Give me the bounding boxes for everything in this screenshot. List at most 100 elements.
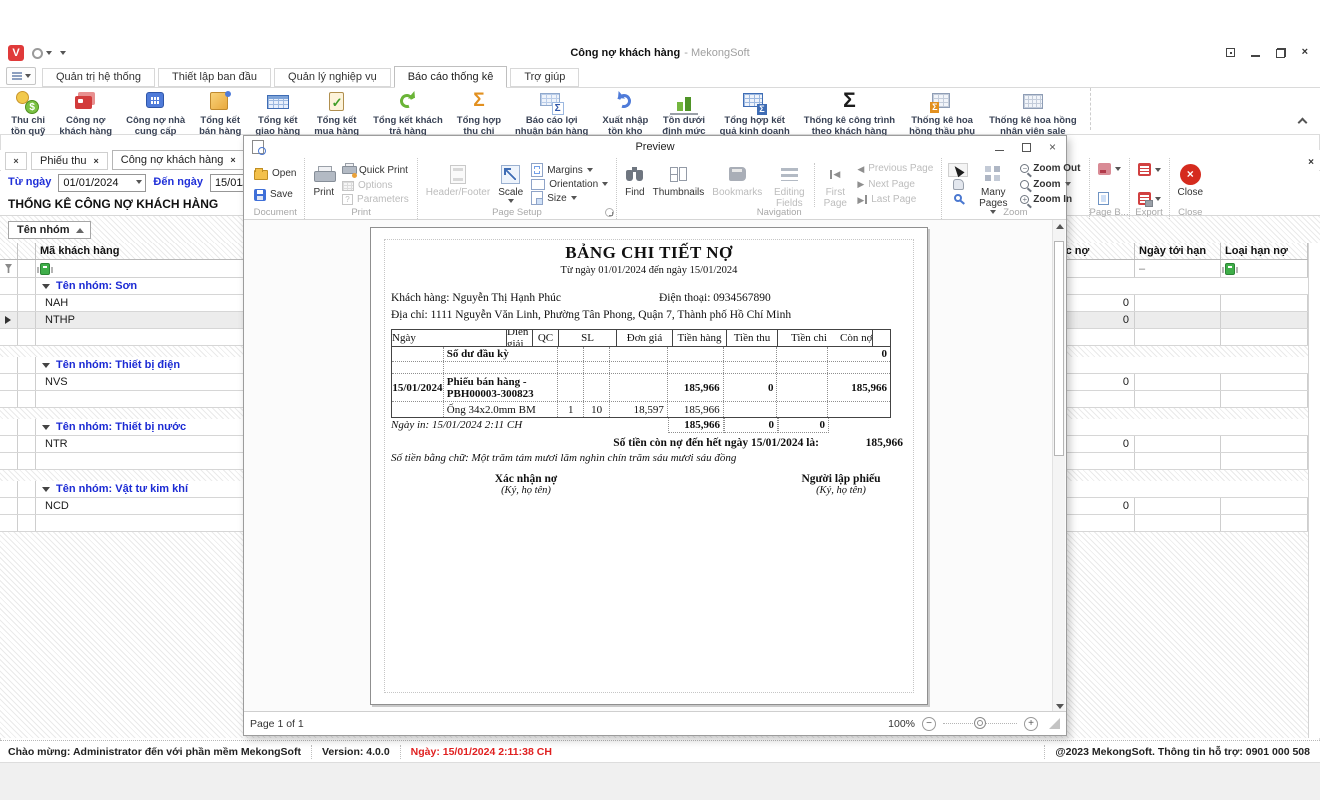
scrollbar-thumb[interactable] bbox=[1054, 241, 1064, 456]
quick-access-dropdown-icon[interactable] bbox=[60, 51, 66, 55]
customer-code-cell[interactable]: NAH bbox=[45, 297, 69, 309]
minimize-icon[interactable] bbox=[1250, 54, 1260, 57]
ribbon-tab[interactable]: Thiết lập ban đầu bbox=[158, 68, 272, 87]
close-icon[interactable]: × bbox=[1048, 140, 1056, 154]
expand-cell[interactable] bbox=[18, 481, 36, 497]
quick-access-button[interactable] bbox=[32, 47, 52, 59]
pointer-tool-button[interactable] bbox=[948, 163, 969, 177]
expand-cell[interactable] bbox=[18, 408, 36, 419]
expand-cell[interactable] bbox=[18, 391, 36, 407]
due-date-cell[interactable] bbox=[1135, 278, 1221, 294]
scroll-up-icon[interactable] bbox=[1056, 224, 1064, 229]
close-tab-icon[interactable]: × bbox=[230, 155, 236, 165]
preview-titlebar[interactable]: Preview × bbox=[244, 136, 1066, 158]
debt-type-cell[interactable] bbox=[1221, 329, 1308, 345]
credit-limit-cell[interactable]: 0 bbox=[1020, 295, 1135, 311]
debt-type-cell[interactable] bbox=[1221, 436, 1308, 452]
grid-row-right[interactable] bbox=[1020, 453, 1308, 470]
restore-icon[interactable] bbox=[1275, 47, 1286, 58]
close-tab-right-icon[interactable]: × bbox=[1308, 157, 1314, 168]
due-date-cell[interactable] bbox=[1135, 312, 1221, 328]
send-document-button[interactable] bbox=[1136, 192, 1163, 207]
fit-window-icon[interactable] bbox=[1225, 48, 1235, 57]
expand-cell[interactable] bbox=[18, 374, 36, 390]
debt-type-cell[interactable] bbox=[1221, 346, 1308, 357]
customer-code-cell[interactable]: NTHP bbox=[45, 314, 75, 326]
scale-button[interactable]: Scale bbox=[494, 161, 527, 204]
group-by-chip[interactable]: Tên nhóm bbox=[8, 221, 91, 239]
open-button[interactable]: Open bbox=[252, 167, 298, 180]
grid-row-right[interactable]: 0 bbox=[1020, 498, 1308, 515]
grid-row-right[interactable] bbox=[1020, 419, 1308, 436]
ribbon-tab[interactable]: Quản trị hệ thống bbox=[42, 68, 156, 87]
ribbon-tab[interactable]: Trợ giúp bbox=[510, 68, 580, 87]
scroll-down-icon[interactable] bbox=[1056, 704, 1064, 709]
zoom-out-button[interactable]: − Zoom Out bbox=[1018, 163, 1082, 174]
magnifier-tool-button[interactable] bbox=[948, 191, 968, 205]
close-icon[interactable]: × bbox=[1301, 46, 1308, 58]
close-tab-icon[interactable]: × bbox=[93, 156, 99, 166]
ribbon-tool-button[interactable]: Tổng kết giao hàng bbox=[248, 88, 307, 137]
editing-fields-button[interactable]: Editing Fields bbox=[766, 161, 812, 210]
ribbon-tab[interactable]: Báo cáo thống kê bbox=[393, 66, 508, 88]
from-date-input[interactable] bbox=[58, 173, 147, 192]
debt-type-cell[interactable] bbox=[1221, 374, 1308, 390]
document-tab[interactable]: Phiếu thu × bbox=[31, 152, 108, 170]
debt-type-cell[interactable] bbox=[1221, 453, 1308, 469]
ribbon-view-button[interactable] bbox=[6, 67, 36, 85]
due-date-cell[interactable] bbox=[1135, 408, 1221, 419]
preview-scrollbar[interactable] bbox=[1052, 220, 1065, 713]
many-pages-button[interactable]: Many Pages bbox=[970, 161, 1016, 215]
parameters-button[interactable]: ? Parameters bbox=[340, 194, 411, 205]
expand-cell[interactable] bbox=[18, 470, 36, 481]
ribbon-tool-button[interactable]: Thống kê hoa hồng nhân viên sale bbox=[982, 88, 1084, 137]
grid-row-right[interactable]: 0 bbox=[1020, 312, 1308, 329]
credit-limit-cell[interactable]: 0 bbox=[1020, 498, 1135, 514]
ribbon-tool-button[interactable]: Xuất nhập tồn kho bbox=[595, 88, 655, 137]
expand-cell[interactable] bbox=[18, 515, 36, 531]
zoom-button[interactable]: Zoom bbox=[1018, 179, 1082, 190]
bookmarks-button[interactable]: Bookmarks bbox=[708, 161, 766, 199]
column-header-debt-type[interactable]: Loại hạn nợ bbox=[1221, 243, 1308, 259]
quick-print-button[interactable]: Quick Print bbox=[340, 163, 411, 178]
grid-row-right[interactable] bbox=[1020, 481, 1308, 498]
ribbon-tab[interactable]: Quản lý nghiệp vụ bbox=[274, 68, 391, 87]
zoom-in-button[interactable]: + Zoom In bbox=[1018, 194, 1082, 205]
due-date-cell[interactable] bbox=[1135, 374, 1221, 390]
due-date-cell[interactable] bbox=[1135, 346, 1221, 357]
due-date-cell[interactable] bbox=[1135, 357, 1221, 373]
print-button[interactable]: Print bbox=[309, 161, 338, 199]
grid-row-right[interactable]: 0 bbox=[1020, 295, 1308, 312]
filter-icon[interactable] bbox=[37, 262, 50, 275]
first-page-button[interactable]: ◀ First Page bbox=[823, 169, 847, 209]
customer-code-cell[interactable]: NTR bbox=[45, 438, 68, 450]
preview-document-area[interactable]: BẢNG CHI TIẾT NỢ Từ ngày 01/01/2024 đến … bbox=[244, 220, 1066, 713]
expand-cell[interactable] bbox=[18, 346, 36, 357]
last-page-button[interactable]: ▶ Last Page bbox=[857, 194, 917, 205]
document-tab[interactable]: Công nợ khách hàng × bbox=[111, 150, 245, 170]
options-button[interactable]: Options bbox=[340, 180, 411, 191]
ribbon-tool-button[interactable]: Tổng kết khách trả hàng bbox=[366, 88, 450, 137]
grid-row-right[interactable] bbox=[1020, 278, 1308, 295]
due-date-cell[interactable] bbox=[1135, 329, 1221, 345]
customer-code-cell[interactable]: Tên nhóm: Sơn bbox=[36, 278, 420, 294]
previous-page-button[interactable]: ◀ Previous Page bbox=[857, 163, 934, 174]
expand-cell[interactable] bbox=[18, 278, 36, 294]
expand-cell[interactable] bbox=[18, 329, 36, 345]
zoom-in-button[interactable]: + bbox=[1024, 716, 1038, 731]
grid-row-right[interactable] bbox=[1020, 391, 1308, 408]
expand-cell[interactable] bbox=[18, 436, 36, 452]
close-tab-button[interactable]: × bbox=[5, 152, 27, 170]
dialog-launcher-icon[interactable] bbox=[605, 208, 615, 217]
size-button[interactable]: Size bbox=[529, 191, 610, 205]
close-preview-button[interactable]: × Close bbox=[1174, 161, 1208, 199]
watermark-button[interactable] bbox=[1096, 163, 1123, 175]
credit-limit-cell[interactable] bbox=[1020, 391, 1135, 407]
ribbon-tool-button[interactable]: Tồn dưới định mức bbox=[655, 88, 712, 137]
maximize-icon[interactable] bbox=[1021, 142, 1031, 152]
column-header-due-date[interactable]: Ngày tới hạn bbox=[1135, 243, 1221, 259]
